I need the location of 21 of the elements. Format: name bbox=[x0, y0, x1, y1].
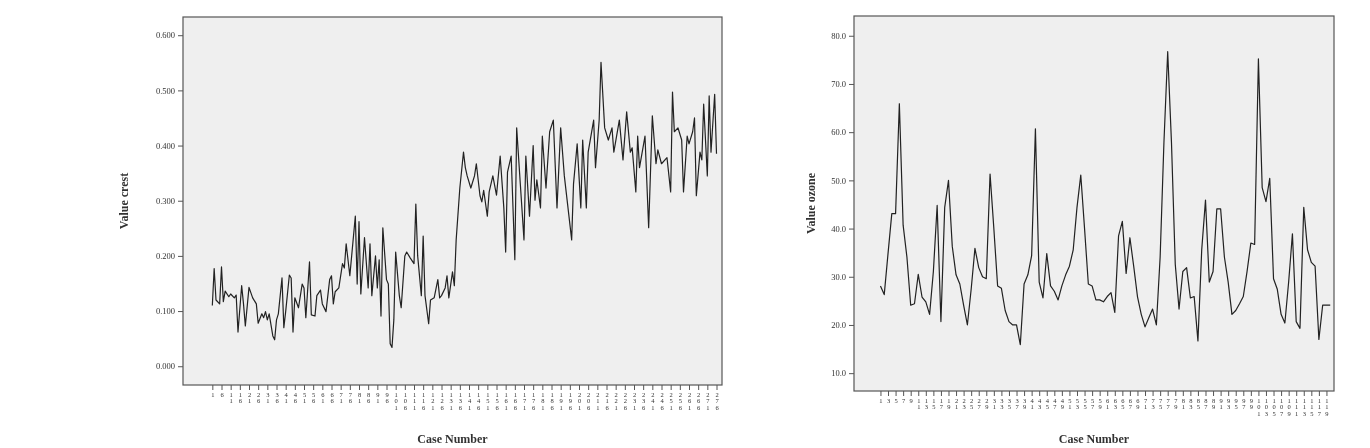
x-axis-title: Case Number bbox=[1058, 432, 1130, 446]
y-tick-label: 60.0 bbox=[831, 127, 846, 138]
y-tick-label: 50.0 bbox=[831, 175, 846, 186]
y-axis-title: Value ozone bbox=[804, 172, 818, 235]
y-tick-label: 0.600 bbox=[155, 30, 175, 41]
y-tick-label: 0.400 bbox=[155, 140, 175, 151]
y-tick-label: 70.0 bbox=[831, 79, 846, 90]
y-tick-label: 30.0 bbox=[831, 271, 846, 282]
y-tick-label: 40.0 bbox=[831, 223, 846, 234]
y-tick-label: 10.0 bbox=[831, 368, 846, 379]
y-axis-title: Value crest bbox=[117, 172, 131, 230]
line-series bbox=[879, 51, 1331, 346]
y-tick-label: 0.200 bbox=[155, 251, 175, 262]
y-tick-label: 0.000 bbox=[155, 361, 175, 372]
line-series bbox=[211, 61, 718, 349]
x-axis-title: Case Number bbox=[417, 432, 489, 446]
y-tick-label: 0.100 bbox=[155, 306, 175, 317]
y-tick-label: 0.300 bbox=[155, 195, 175, 206]
y-tick-label: 20.0 bbox=[831, 320, 846, 331]
y-tick-label: 0.500 bbox=[155, 85, 175, 96]
y-tick-label: 80.0 bbox=[831, 30, 846, 41]
